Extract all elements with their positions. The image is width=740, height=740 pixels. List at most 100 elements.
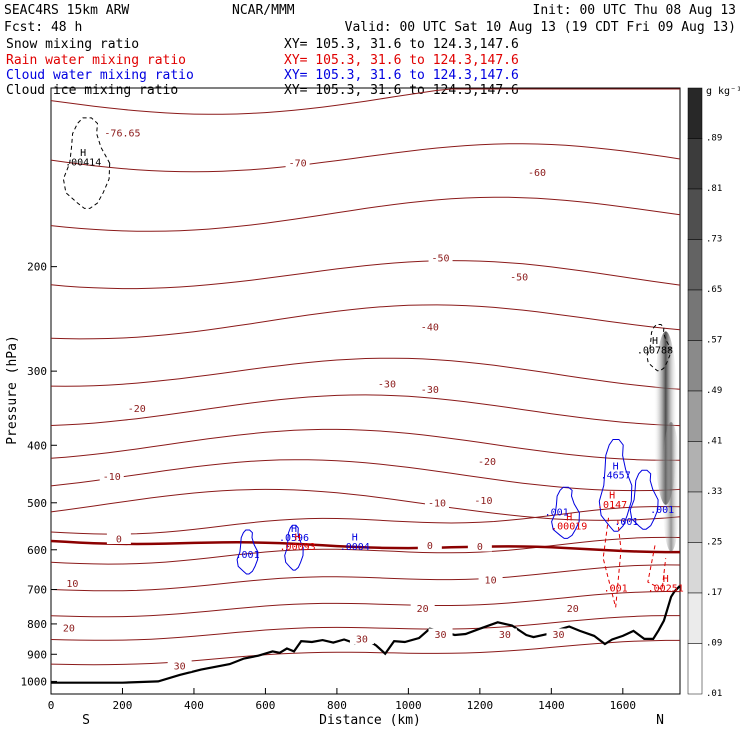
isotherm-label: -10 <box>103 472 121 483</box>
colorbar-unit: g kg⁻¹ <box>706 86 740 97</box>
rain-contour <box>602 517 622 608</box>
isotherm-label: -60 <box>528 168 546 179</box>
label-background <box>417 321 442 333</box>
isotherm-line <box>50 394 681 427</box>
isotherm-line <box>50 590 681 618</box>
label-background <box>424 497 449 509</box>
field-label-snow: Snow mixing ratio <box>6 37 139 52</box>
field-xy-cloud-ice: XY= 105.3, 31.6 to 124.3,147.6 <box>284 83 519 98</box>
isotherm-line <box>50 196 681 232</box>
label-background <box>475 455 500 467</box>
label-background <box>417 539 442 551</box>
label-background <box>525 166 550 178</box>
moisture-contours <box>62 117 671 608</box>
colorbar-label: .25 <box>706 538 722 548</box>
x-tick-label: 1600 <box>610 699 637 712</box>
isotherm-label: 0 <box>427 541 433 552</box>
isotherm-label: -40 <box>421 323 439 334</box>
isotherm-label: -76.65 <box>104 128 140 139</box>
cloud-water-contour <box>551 486 580 539</box>
y-tick-label: 500 <box>27 497 47 510</box>
high-value-label: .0004 <box>340 542 370 553</box>
high-marker: H <box>80 148 86 159</box>
high-value-label: .00414 <box>65 157 101 168</box>
isotherm-line <box>50 488 681 521</box>
x-tick-label: 800 <box>327 699 347 712</box>
label-background <box>349 633 374 645</box>
isotherm-label: 20 <box>567 604 579 615</box>
isotherm-label: 30 <box>356 634 368 645</box>
isotherm-label: -70 <box>289 159 307 170</box>
isotherm-line <box>50 357 681 390</box>
high-marker: H <box>663 574 669 585</box>
rain-contour <box>647 545 667 591</box>
colorbar-swatch <box>687 592 703 644</box>
colorbar-swatch <box>687 289 703 341</box>
isotherm-label: -30 <box>421 385 439 396</box>
high-marker: H <box>613 461 619 472</box>
high-marker: H <box>291 524 297 535</box>
label-background <box>560 602 585 614</box>
y-tick-label: 200 <box>27 261 47 274</box>
snow-tail <box>662 422 681 552</box>
high-marker: H <box>566 513 572 524</box>
field-xy-snow: XY= 105.3, 31.6 to 124.3,147.6 <box>284 37 519 52</box>
label-background <box>478 574 503 586</box>
high-marker: H <box>352 533 358 544</box>
label-background <box>285 157 310 169</box>
contour-value-label: .001 <box>545 507 569 518</box>
high-marker: H <box>295 533 301 544</box>
isotherm-label: -30 <box>378 379 396 390</box>
label-background <box>56 622 81 634</box>
field-xy-cloud-water: XY= 105.3, 31.6 to 124.3,147.6 <box>284 68 519 83</box>
label-background <box>106 533 131 545</box>
isotherm-line <box>50 260 681 290</box>
isotherm-line <box>50 505 681 535</box>
isotherm-line <box>50 615 680 641</box>
x-tick-label: 400 <box>184 699 204 712</box>
colorbar-label: .73 <box>706 235 722 245</box>
label-background <box>110 126 135 138</box>
isotherm-line <box>50 428 681 461</box>
high-value-label: .0596 <box>279 533 309 544</box>
label-background <box>410 602 435 614</box>
high-value-label: .00019 <box>551 522 587 533</box>
axes: 0 200 400 600 800 1000 1200 1400 160020030040050… <box>21 261 637 712</box>
isotherm-line <box>50 459 681 492</box>
cloud-water-contour <box>284 524 304 571</box>
field-label-cloud-ice: Cloud ice mixing ratio <box>6 83 178 98</box>
temperature-contours <box>50 88 681 666</box>
label-background <box>124 402 149 414</box>
high-marker: H <box>652 336 658 347</box>
label-background <box>428 252 453 264</box>
label-background <box>428 628 453 640</box>
label-background <box>492 628 517 640</box>
y-tick-label: 1000 <box>21 675 48 688</box>
x-tick-label: 1200 <box>467 699 494 712</box>
init-time: Init: 00 UTC Thu 08 Aug 13 <box>533 3 737 18</box>
y-tick-label: 400 <box>27 439 47 452</box>
colorbar: .89 .81 .73 .65 .57 .49 .41 .33 .25 .17 .09 .01 <box>687 87 722 699</box>
label-background <box>167 660 192 672</box>
colorbar-label: .41 <box>706 437 722 447</box>
isotherm-label: 20 <box>63 624 75 635</box>
snow-shading <box>653 331 681 552</box>
isotherm-label: 10 <box>66 579 78 590</box>
contour-value-label: .001 <box>604 583 628 594</box>
isotherm-label: 0 <box>477 542 483 553</box>
contour-value-label: .001 <box>236 550 260 561</box>
field-label-rain: Rain water mixing ratio <box>6 53 186 68</box>
colorbar-swatch <box>687 87 703 139</box>
contour-labels: -76.65 -70 -60 -50 -50 -40 -30 -30 -20 -20 -10 -10 -… <box>56 126 684 672</box>
isotherm-label: -20 <box>128 404 146 415</box>
colorbar-label: .89 <box>706 134 722 144</box>
colorbar-swatch <box>687 643 703 695</box>
plot-frame <box>50 87 681 695</box>
isotherm-label: 30 <box>435 630 447 641</box>
field-xy-rain: XY= 105.3, 31.6 to 124.3,147.6 <box>284 53 519 68</box>
colorbar-label: .09 <box>706 639 722 649</box>
high-value-label: .00788 <box>637 345 673 356</box>
cloud-water-contour <box>236 529 259 575</box>
